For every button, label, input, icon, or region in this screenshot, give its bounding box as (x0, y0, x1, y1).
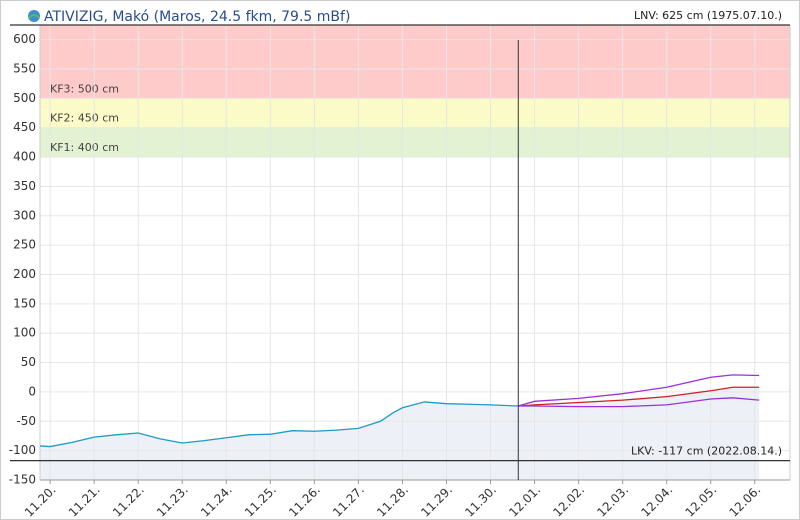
threshold-band (40, 127, 790, 158)
y-tick-label: 150 (13, 296, 36, 310)
chart-title: ATIVIZIG, Makó (Maros, 24.5 fkm, 79.5 mB… (44, 9, 350, 25)
y-tick-label: 550 (13, 62, 36, 76)
logo-wave (28, 14, 40, 19)
y-tick-label: 450 (13, 120, 36, 134)
y-tick-label: 400 (13, 150, 36, 164)
series-line (518, 386, 760, 407)
reference-label: LKV: -117 cm (2022.08.14.) (631, 445, 782, 458)
y-tick-label: 300 (13, 208, 36, 222)
y-tick-label: -50 (16, 414, 36, 428)
y-tick-label: -100 (9, 443, 36, 457)
y-tick-label: 600 (13, 32, 36, 46)
band-label: KF3: 500 cm (50, 82, 119, 95)
y-tick-label: 500 (13, 91, 36, 105)
y-tick-label: 0 (28, 384, 36, 398)
threshold-band (40, 98, 790, 128)
y-tick-label: 200 (13, 267, 36, 281)
y-tick-label: 250 (13, 238, 36, 252)
threshold-band (40, 25, 790, 99)
series-line (39, 401, 519, 448)
y-tick-label: 100 (13, 326, 36, 340)
series-line (518, 397, 760, 408)
y-tick-label: 50 (21, 355, 36, 369)
reference-label: LNV: 625 cm (1975.07.10.) (634, 9, 782, 22)
y-tick-label: 350 (13, 179, 36, 193)
band-label: KF2: 450 cm (50, 112, 119, 125)
band-label: KF1: 400 cm (50, 141, 119, 154)
series-line (518, 374, 760, 407)
y-tick-label: -150 (9, 473, 36, 487)
